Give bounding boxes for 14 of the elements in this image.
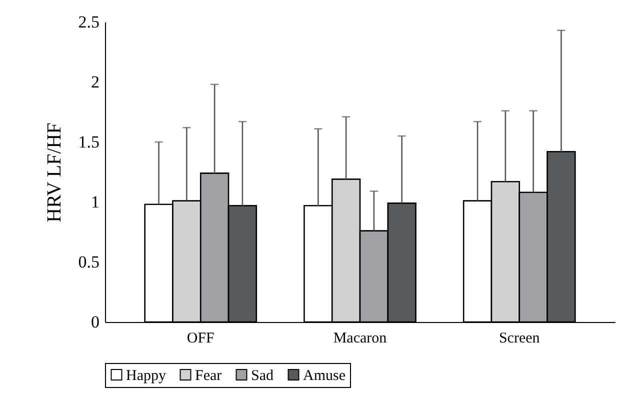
y-tick-label: 2.5 xyxy=(78,12,100,32)
y-tick-label: 1.5 xyxy=(78,132,100,152)
legend-label: Sad xyxy=(251,368,274,384)
y-axis-title: HRV LF/HF xyxy=(43,122,66,222)
y-tick-label: 2 xyxy=(91,72,100,92)
y-tick-label: 1 xyxy=(91,192,100,212)
legend-label: Fear xyxy=(195,368,222,384)
y-tick-label: 0 xyxy=(91,312,100,332)
x-tick-label: Screen xyxy=(498,330,540,346)
y-tick-label: 0.5 xyxy=(78,252,100,272)
x-tick-label: OFF xyxy=(186,330,214,346)
legend-label: Happy xyxy=(126,368,166,384)
x-tick-label: Macaron xyxy=(333,330,388,346)
legend-label: Amuse xyxy=(303,368,346,384)
